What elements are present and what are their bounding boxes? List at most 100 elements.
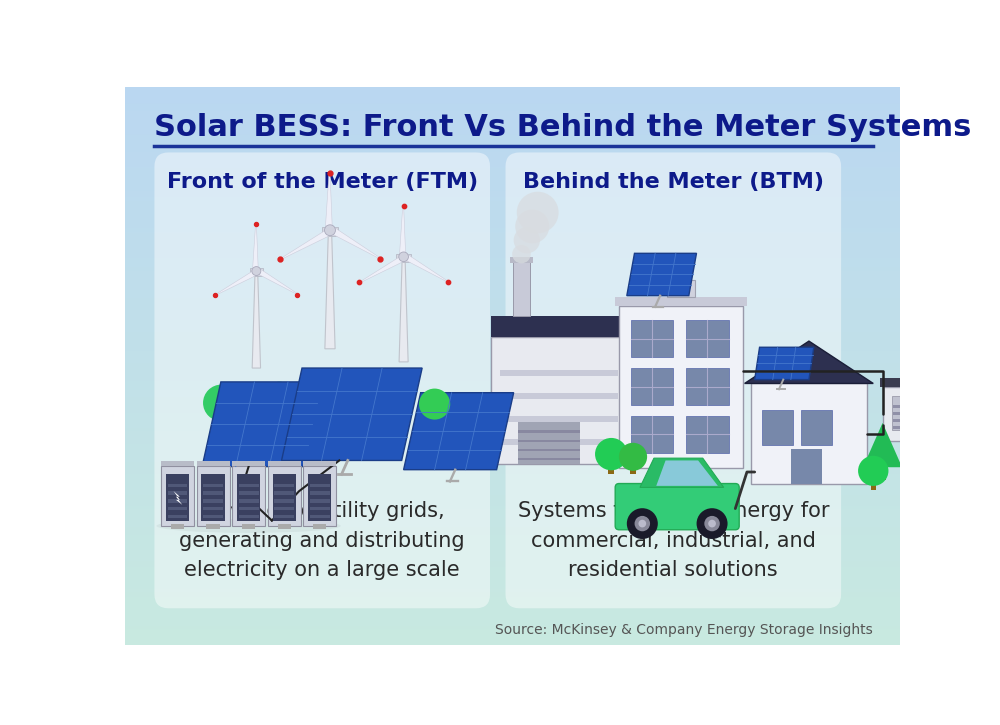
Bar (125, 616, 900, 618)
Polygon shape (173, 491, 182, 505)
Bar (125, 474, 900, 476)
Bar (125, 176, 900, 178)
Circle shape (517, 191, 559, 233)
Circle shape (858, 456, 888, 486)
Bar (171, 524, 184, 529)
Bar (913, 412, 924, 415)
Text: Connect to utility grids,
generating and distributing
electricity on a large sca: Connect to utility grids, generating and… (179, 501, 465, 580)
Bar (206, 524, 220, 529)
Bar (619, 307, 743, 468)
Bar (125, 303, 900, 304)
Bar (125, 448, 900, 450)
Bar (125, 429, 900, 431)
Bar (310, 500, 330, 502)
Bar (125, 560, 900, 562)
Bar (125, 294, 900, 295)
Bar (125, 96, 900, 98)
Bar (125, 580, 900, 582)
Bar (125, 178, 900, 180)
Bar (125, 389, 900, 390)
Bar (125, 534, 900, 536)
Bar (125, 150, 900, 152)
Bar (125, 295, 900, 297)
Bar (125, 195, 900, 196)
Bar (125, 485, 900, 487)
Bar (303, 461, 336, 466)
Polygon shape (325, 233, 335, 349)
Bar (125, 605, 900, 606)
Bar (125, 632, 900, 634)
Polygon shape (215, 270, 258, 295)
Bar (125, 225, 900, 227)
Bar (168, 492, 187, 494)
Bar (168, 500, 187, 502)
Bar (125, 106, 900, 107)
Polygon shape (863, 423, 902, 467)
Bar (125, 104, 900, 106)
Bar (125, 450, 900, 452)
Bar (125, 376, 900, 377)
Bar (518, 458, 580, 460)
Bar (125, 630, 900, 632)
Bar (310, 484, 330, 487)
Bar (125, 123, 900, 124)
Bar (125, 249, 900, 251)
Bar (125, 268, 900, 270)
Polygon shape (404, 393, 514, 470)
Bar (125, 283, 900, 284)
Bar (125, 234, 900, 236)
Bar (303, 466, 336, 526)
Bar (125, 613, 900, 616)
Bar (933, 405, 944, 408)
Bar (125, 424, 900, 426)
Bar (273, 474, 296, 521)
Bar (893, 419, 903, 422)
Bar (125, 452, 900, 454)
Bar (125, 463, 900, 465)
Polygon shape (202, 382, 322, 467)
Bar (125, 173, 900, 175)
Bar (913, 405, 924, 408)
Polygon shape (559, 315, 627, 337)
Bar (125, 136, 900, 137)
Bar (125, 218, 900, 219)
Bar (125, 541, 900, 543)
Bar (125, 420, 900, 422)
Bar (125, 621, 900, 623)
Bar (125, 428, 900, 429)
Bar (880, 378, 962, 387)
Polygon shape (329, 226, 381, 259)
Bar (125, 600, 900, 602)
Bar (125, 199, 900, 201)
Bar (615, 297, 747, 307)
Bar (686, 368, 729, 405)
Bar (125, 441, 900, 442)
Bar (125, 517, 900, 518)
Bar (892, 396, 904, 431)
Bar (125, 316, 900, 318)
Bar (274, 500, 294, 502)
Bar (125, 145, 900, 146)
Bar (125, 643, 900, 645)
Circle shape (419, 389, 450, 420)
Bar (125, 386, 900, 389)
Bar (274, 515, 294, 518)
Bar (239, 492, 259, 494)
Bar (125, 111, 900, 113)
Polygon shape (755, 347, 814, 380)
Bar (310, 492, 330, 494)
Bar (168, 507, 187, 510)
Bar (125, 569, 900, 571)
Circle shape (635, 516, 650, 531)
Bar (125, 347, 900, 349)
Bar (125, 623, 900, 625)
Bar (125, 158, 900, 160)
Bar (125, 411, 900, 413)
Bar (125, 403, 900, 405)
Bar (125, 167, 900, 169)
Bar (913, 419, 924, 422)
Bar (125, 610, 900, 612)
Bar (125, 119, 900, 120)
Bar (125, 87, 900, 89)
Bar (125, 133, 900, 136)
